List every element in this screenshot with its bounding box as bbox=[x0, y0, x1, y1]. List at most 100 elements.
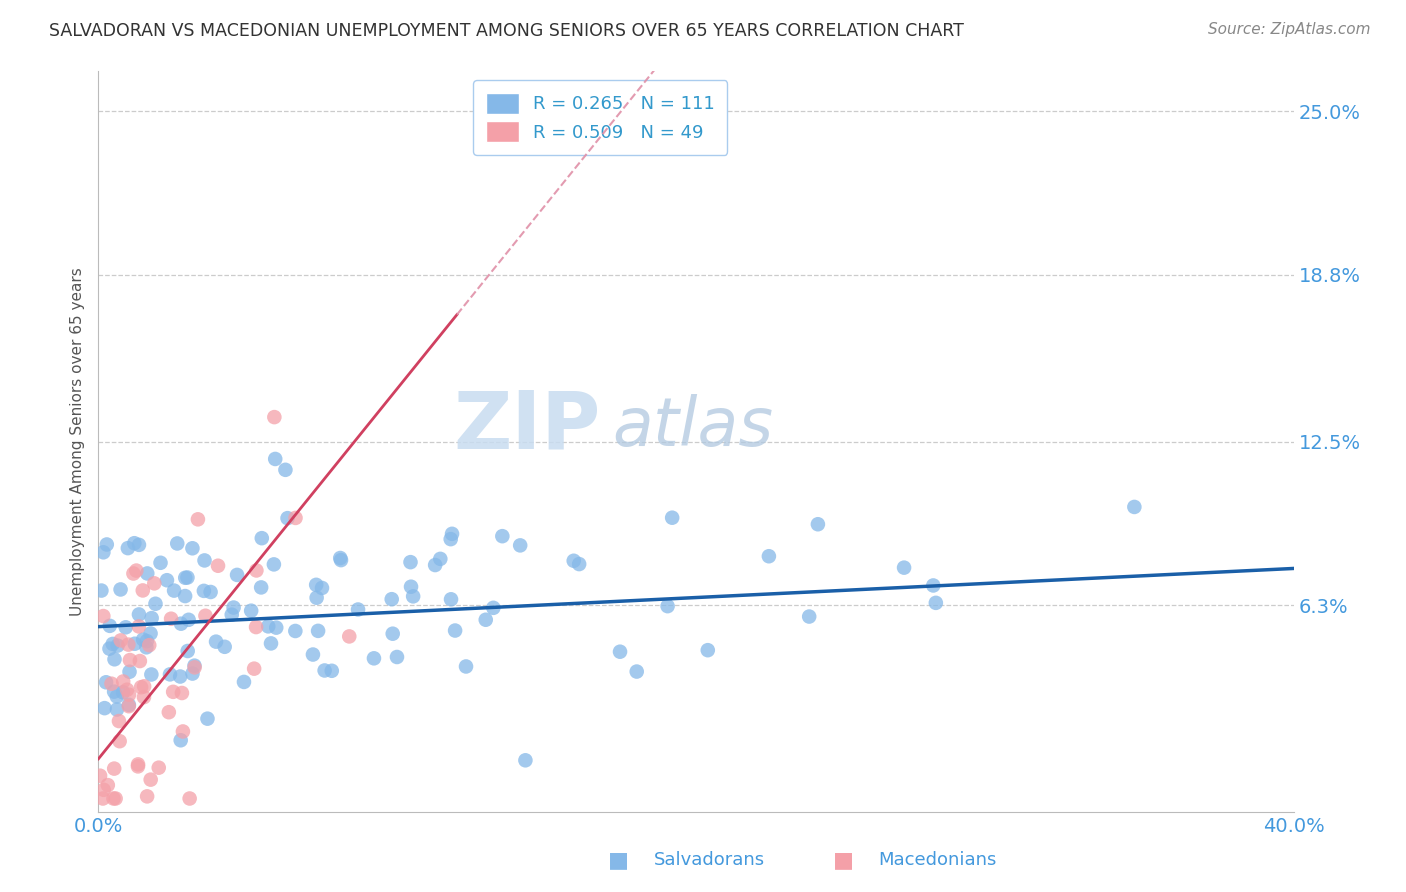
Point bbox=[117, 541, 139, 555]
Point bbox=[277, 511, 299, 525]
Point bbox=[758, 549, 780, 564]
Point bbox=[172, 724, 194, 739]
Point bbox=[696, 643, 718, 657]
Point bbox=[118, 688, 141, 702]
Point bbox=[1123, 500, 1146, 514]
Point bbox=[148, 761, 170, 775]
Point bbox=[98, 619, 121, 633]
Point bbox=[124, 536, 146, 550]
Point bbox=[179, 791, 201, 805]
Point bbox=[347, 602, 370, 616]
Point bbox=[214, 640, 236, 654]
Point bbox=[263, 410, 285, 425]
Point bbox=[311, 581, 333, 595]
Point bbox=[118, 653, 141, 667]
Point bbox=[305, 591, 328, 605]
Point bbox=[284, 511, 307, 525]
Point bbox=[93, 782, 115, 797]
Point bbox=[108, 714, 131, 728]
Point bbox=[183, 660, 205, 674]
Point bbox=[474, 613, 496, 627]
Point bbox=[128, 654, 150, 668]
Point bbox=[329, 551, 352, 566]
Point bbox=[207, 558, 229, 573]
Point bbox=[139, 626, 162, 640]
Point bbox=[91, 609, 114, 624]
Point bbox=[111, 685, 134, 699]
Text: ■: ■ bbox=[609, 850, 628, 870]
Point bbox=[441, 526, 464, 541]
Point bbox=[118, 698, 141, 712]
Point bbox=[807, 517, 830, 532]
Point bbox=[117, 638, 139, 652]
Point bbox=[515, 753, 537, 767]
Point bbox=[174, 589, 197, 603]
Point bbox=[440, 592, 463, 607]
Point bbox=[134, 679, 156, 693]
Point bbox=[264, 452, 287, 467]
Point bbox=[330, 553, 353, 567]
Point bbox=[337, 629, 360, 643]
Point bbox=[399, 555, 422, 569]
Point bbox=[193, 553, 215, 567]
Point bbox=[177, 644, 200, 658]
Point bbox=[114, 620, 136, 634]
Point bbox=[454, 659, 477, 673]
Point bbox=[305, 578, 328, 592]
Point bbox=[893, 560, 915, 574]
Point bbox=[136, 789, 159, 804]
Point bbox=[141, 611, 163, 625]
Point bbox=[250, 581, 273, 595]
Point bbox=[127, 757, 149, 772]
Point bbox=[491, 529, 513, 543]
Point bbox=[245, 564, 267, 578]
Point bbox=[200, 585, 222, 599]
Point bbox=[104, 791, 127, 805]
Text: ZIP: ZIP bbox=[453, 388, 600, 466]
Point bbox=[94, 675, 117, 690]
Point bbox=[107, 639, 129, 653]
Point bbox=[135, 634, 157, 648]
Point bbox=[166, 536, 188, 550]
Point bbox=[402, 590, 425, 604]
Point bbox=[181, 666, 204, 681]
Point bbox=[661, 510, 683, 524]
Point bbox=[105, 690, 128, 704]
Point bbox=[240, 604, 263, 618]
Text: Macedonians: Macedonians bbox=[879, 851, 997, 869]
Point bbox=[302, 648, 325, 662]
Point bbox=[226, 568, 249, 582]
Point bbox=[156, 573, 179, 587]
Point bbox=[381, 626, 404, 640]
Point bbox=[162, 685, 184, 699]
Point bbox=[429, 552, 451, 566]
Point bbox=[363, 651, 385, 665]
Point bbox=[103, 791, 125, 805]
Point bbox=[187, 512, 209, 526]
Point bbox=[103, 652, 125, 666]
Point bbox=[284, 624, 307, 638]
Point bbox=[183, 658, 205, 673]
Point bbox=[103, 684, 125, 698]
Point bbox=[444, 624, 467, 638]
Point bbox=[136, 566, 159, 581]
Point bbox=[141, 667, 163, 681]
Point bbox=[263, 558, 285, 572]
Point bbox=[440, 532, 463, 546]
Point bbox=[112, 674, 135, 689]
Point bbox=[568, 557, 591, 571]
Point bbox=[314, 664, 336, 678]
Point bbox=[98, 641, 121, 656]
Point bbox=[222, 600, 245, 615]
Point bbox=[97, 778, 120, 792]
Point bbox=[197, 712, 219, 726]
Point bbox=[93, 701, 115, 715]
Point bbox=[925, 596, 948, 610]
Point bbox=[205, 634, 228, 648]
Point bbox=[93, 545, 115, 559]
Point bbox=[90, 583, 112, 598]
Point bbox=[132, 583, 155, 598]
Point bbox=[125, 564, 148, 578]
Point bbox=[118, 699, 141, 714]
Point bbox=[122, 566, 145, 581]
